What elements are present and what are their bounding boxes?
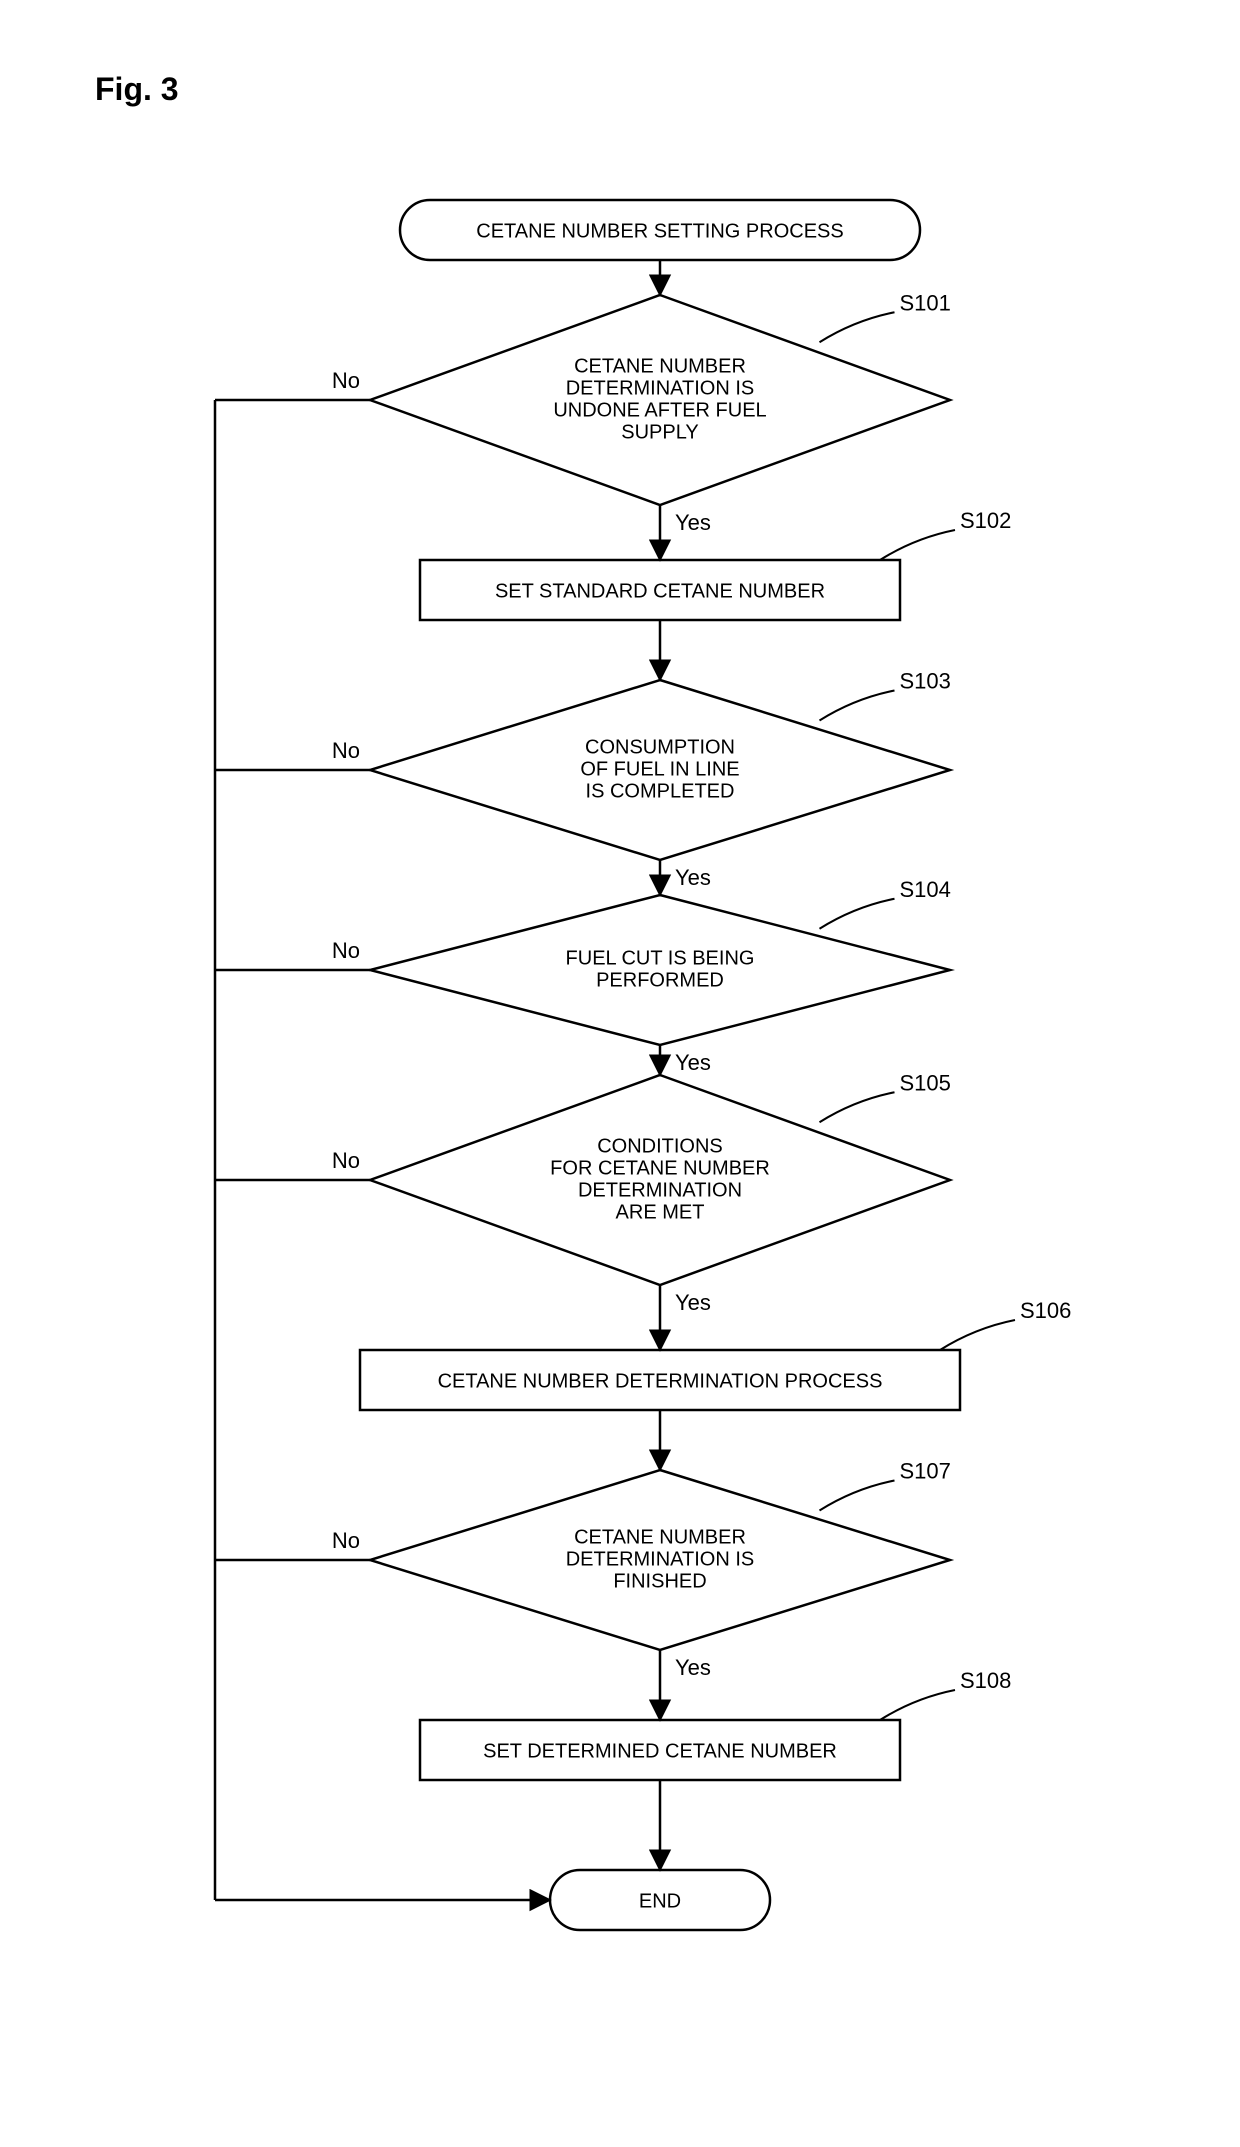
decision-s104-text: FUEL CUT IS BEING: [566, 947, 755, 969]
label-s101: S101: [900, 290, 951, 315]
label-s107: S107: [900, 1459, 951, 1484]
yes-s107: Yes: [675, 1655, 711, 1680]
no-s103: No: [332, 738, 360, 763]
process-s108-text: SET DETERMINED CETANE NUMBER: [483, 1740, 837, 1762]
decision-s103-text: CONSUMPTION: [585, 736, 735, 758]
svg-text:FOR CETANE NUMBER: FOR CETANE NUMBER: [550, 1157, 770, 1179]
label-s106: S106: [1020, 1298, 1071, 1323]
decision-s107-text: CETANE NUMBER: [574, 1526, 746, 1548]
flowchart: Fig. 3 CETANE NUMBER SETTING PROCESS CETAN…: [0, 0, 1240, 2147]
yes-s103: Yes: [675, 865, 711, 890]
label-s105: S105: [900, 1070, 951, 1095]
label-s103: S103: [900, 669, 951, 694]
label-s108: S108: [960, 1668, 1011, 1693]
svg-text:DETERMINATION IS: DETERMINATION IS: [566, 377, 755, 399]
no-s107: No: [332, 1528, 360, 1553]
figure-label: Fig. 3: [95, 71, 179, 107]
svg-text:DETERMINATION IS: DETERMINATION IS: [566, 1548, 755, 1570]
end-terminal-text: END: [639, 1890, 681, 1912]
no-s104: No: [332, 938, 360, 963]
svg-text:DETERMINATION: DETERMINATION: [578, 1179, 742, 1201]
yes-s105: Yes: [675, 1290, 711, 1315]
no-s101: No: [332, 368, 360, 393]
no-s105: No: [332, 1148, 360, 1173]
decision-s105-text: CONDITIONS: [597, 1135, 723, 1157]
yes-s104: Yes: [675, 1050, 711, 1075]
process-s102-text: SET STANDARD CETANE NUMBER: [495, 580, 825, 602]
yes-s101: Yes: [675, 510, 711, 535]
start-terminal-text: CETANE NUMBER SETTING PROCESS: [476, 220, 843, 242]
label-s104: S104: [900, 877, 951, 902]
svg-text:SUPPLY: SUPPLY: [621, 421, 698, 443]
svg-text:UNDONE AFTER FUEL: UNDONE AFTER FUEL: [553, 399, 766, 421]
svg-text:OF FUEL IN LINE: OF FUEL IN LINE: [580, 758, 739, 780]
svg-text:FINISHED: FINISHED: [613, 1570, 706, 1592]
decision-s101-text: CETANE NUMBER: [574, 355, 746, 377]
svg-text:PERFORMED: PERFORMED: [596, 969, 724, 991]
svg-text:IS COMPLETED: IS COMPLETED: [586, 780, 735, 802]
process-s106-text: CETANE NUMBER DETERMINATION PROCESS: [438, 1370, 883, 1392]
label-s102: S102: [960, 508, 1011, 533]
svg-text:ARE MET: ARE MET: [616, 1201, 705, 1223]
